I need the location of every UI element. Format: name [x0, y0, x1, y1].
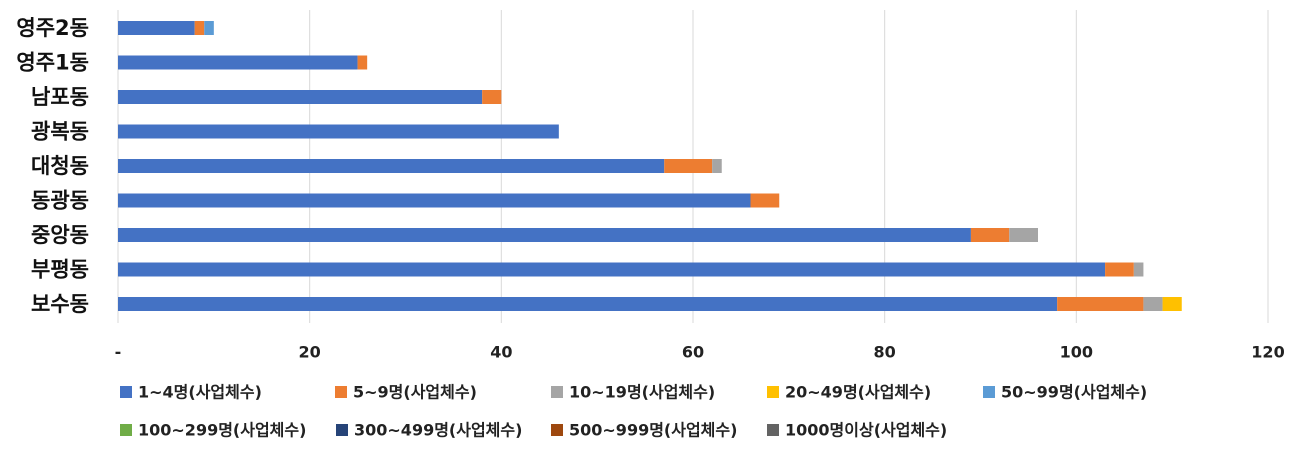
- bar-4-series-2: [712, 159, 722, 173]
- bar-7-series-2: [1133, 262, 1144, 277]
- legend-swatch: [336, 424, 348, 436]
- x-tick-label: 100: [1060, 343, 1093, 362]
- category-label: 부평동: [31, 258, 89, 282]
- bar-0-series-0: [118, 21, 195, 35]
- category-label: 중앙동: [31, 223, 89, 247]
- bar-8-series-3: [1162, 297, 1182, 311]
- bar-1-series-1: [357, 55, 368, 70]
- x-tick-label: 120: [1251, 343, 1284, 362]
- legend-label: 20~49명(사업체수): [785, 383, 931, 402]
- legend: 1~4명(사업체수) 5~9명(사업체수) 10~19명(사업체수) 20~49명(사…: [120, 383, 1147, 440]
- legend-swatch: [120, 386, 132, 398]
- legend-label: 300~499명(사업체수): [354, 421, 522, 440]
- bar-4-series-1: [664, 159, 713, 173]
- legend-label: 5~9명(사업체수): [353, 383, 477, 402]
- legend-swatch: [767, 424, 779, 436]
- bar-8-series-1: [1057, 297, 1144, 311]
- x-tick-label: 80: [874, 343, 896, 362]
- legend-label: 1000명이상(사업체수): [785, 421, 947, 440]
- bar-7-series-1: [1105, 262, 1134, 277]
- x-tick-label: -: [115, 343, 122, 362]
- category-label: 동광동: [31, 189, 89, 213]
- category-label: 보수동: [31, 292, 89, 316]
- bar-5-series-0: [118, 193, 751, 208]
- bar-2-series-0: [118, 90, 483, 104]
- bar-2-series-1: [482, 90, 502, 104]
- bar-6-series-1: [970, 228, 1010, 242]
- legend-label: 10~19명(사업체수): [569, 383, 715, 402]
- category-label: 대청동: [31, 154, 89, 178]
- legend-label: 500~999명(사업체수): [569, 421, 737, 440]
- x-axis-tick-labels: - 20 40 60 80 100 120: [115, 343, 1285, 362]
- bar-6-series-0: [118, 228, 971, 242]
- legend-swatch: [767, 386, 779, 398]
- bar-3-series-0: [118, 124, 559, 139]
- category-label: 남포동: [31, 85, 89, 109]
- bar-5-series-1: [750, 193, 780, 208]
- x-tick-label: 40: [490, 343, 512, 362]
- x-tick-label: 20: [299, 343, 321, 362]
- legend-swatch: [551, 386, 563, 398]
- legend-swatch: [335, 386, 347, 398]
- category-label: 영주1동: [16, 51, 89, 75]
- bar-7-series-0: [118, 262, 1106, 277]
- bar-4-series-0: [118, 159, 665, 173]
- legend-label: 100~299명(사업체수): [138, 421, 306, 440]
- x-tick-label: 60: [682, 343, 704, 362]
- category-label: 광복동: [31, 120, 89, 144]
- legend-label: 1~4명(사업체수): [138, 383, 262, 402]
- bar-0-series-1: [194, 21, 205, 35]
- bar-8-series-2: [1143, 297, 1163, 311]
- legend-swatch: [120, 424, 132, 436]
- bar-6-series-2: [1009, 228, 1038, 242]
- legend-swatch: [551, 424, 563, 436]
- bars: [118, 21, 1182, 311]
- bar-0-series-4: [204, 21, 214, 35]
- bar-8-series-0: [118, 297, 1058, 311]
- legend-swatch: [983, 386, 995, 398]
- category-label: 영주2동: [16, 16, 89, 40]
- legend-label: 50~99명(사업체수): [1001, 383, 1147, 402]
- bar-1-series-0: [118, 55, 358, 70]
